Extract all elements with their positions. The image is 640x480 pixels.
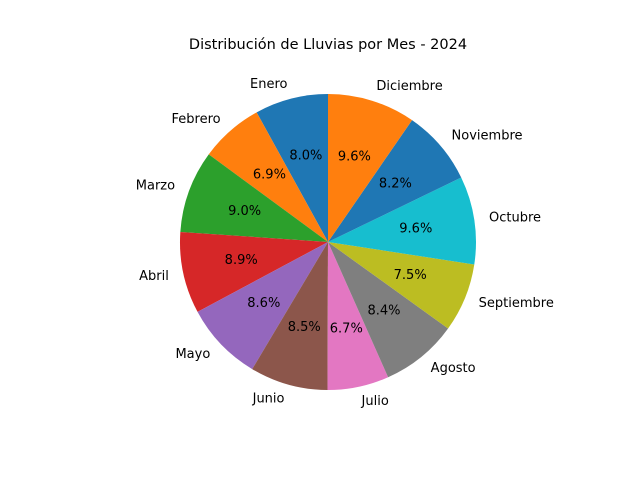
slice-percent-noviembre: 8.2% — [379, 177, 412, 192]
slice-label-julio: Julio — [361, 394, 389, 409]
slice-label-agosto: Agosto — [431, 361, 476, 376]
slice-label-febrero: Febrero — [172, 112, 221, 127]
slice-label-abril: Abril — [139, 269, 169, 284]
pie-slice-febrero — [208, 112, 328, 243]
pie-slice-junio — [252, 242, 328, 390]
pie-slice-diciembre — [328, 94, 413, 242]
slice-percent-marzo: 9.0% — [228, 204, 261, 219]
slice-percent-enero: 8.0% — [289, 148, 322, 163]
pie-slice-septiembre — [328, 242, 475, 329]
slice-percent-diciembre: 9.6% — [338, 150, 371, 165]
slice-label-mayo: Mayo — [175, 347, 210, 362]
slice-label-septiembre: Septiembre — [479, 296, 554, 311]
slice-percent-mayo: 8.6% — [247, 296, 280, 311]
slice-percent-julio: 6.7% — [330, 321, 363, 336]
pie-slice-marzo — [180, 154, 328, 242]
slice-label-noviembre: Noviembre — [452, 128, 523, 143]
pie-slice-abril — [180, 232, 328, 312]
slice-percent-octubre: 9.6% — [399, 221, 432, 236]
slice-label-diciembre: Diciembre — [376, 79, 442, 94]
slice-label-octubre: Octubre — [489, 210, 541, 225]
pie-slice-noviembre — [328, 120, 462, 242]
slice-percent-agosto: 8.4% — [367, 303, 400, 318]
pie-slice-enero — [256, 94, 328, 242]
slice-label-junio: Junio — [252, 391, 285, 406]
pie-slice-octubre — [328, 177, 476, 265]
slice-label-enero: Enero — [250, 77, 288, 92]
slice-percent-septiembre: 7.5% — [394, 268, 427, 283]
pie-slices — [180, 94, 476, 390]
pie-slice-julio — [327, 242, 389, 390]
slice-label-marzo: Marzo — [136, 179, 175, 194]
slice-percent-febrero: 6.9% — [253, 168, 286, 183]
pie-labels: Enero 8.0% Febrero 6.9% Marzo 9.0% Abril 8.9% Ma… — [136, 77, 554, 409]
pie-slice-agosto — [328, 242, 449, 378]
slice-percent-abril: 8.9% — [225, 253, 258, 268]
pie-slice-mayo — [197, 242, 328, 370]
chart-title: Distribución de Lluvias por Mes - 2024 — [189, 37, 467, 53]
slice-percent-junio: 8.5% — [288, 320, 321, 335]
